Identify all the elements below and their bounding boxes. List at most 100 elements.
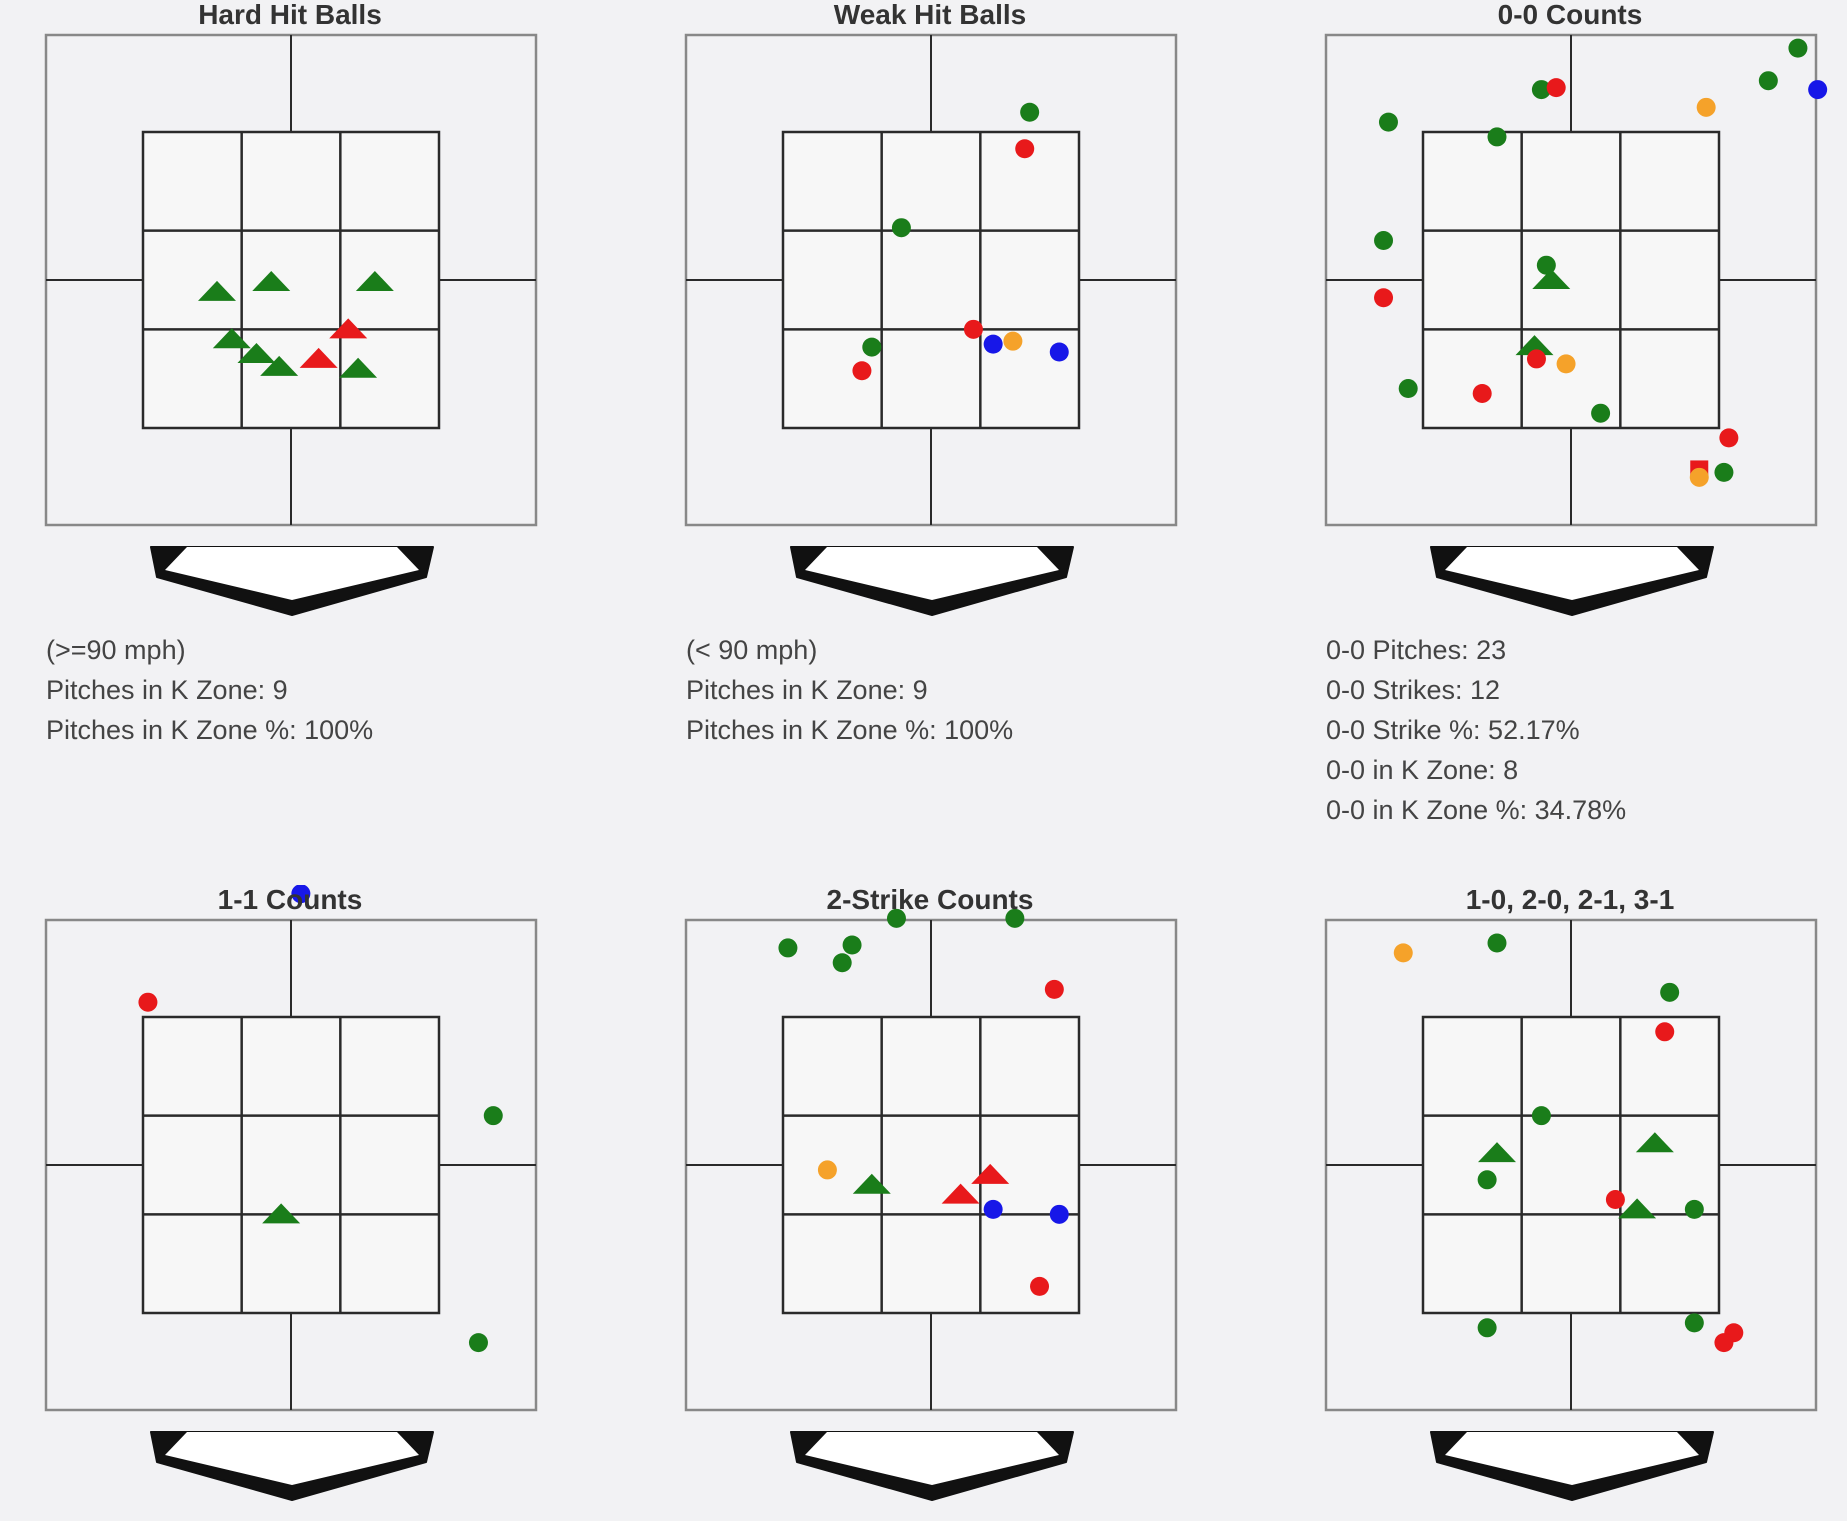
pitch-marker — [138, 992, 158, 1012]
pitch-marker — [778, 938, 798, 958]
pitch-marker — [1618, 1198, 1657, 1219]
pitch-marker — [1719, 428, 1739, 448]
chart-panel: 1-0, 2-0, 2-1, 3-1 — [1280, 885, 1847, 1521]
strike-zone — [1421, 130, 1721, 430]
pitch-marker — [1684, 1199, 1704, 1219]
pitch-marker — [1478, 1142, 1516, 1163]
pitch-marker — [212, 328, 251, 349]
pitch-marker — [862, 337, 882, 357]
pitch-marker — [299, 347, 338, 368]
home-plate-inner — [165, 547, 419, 600]
pitch-marker — [339, 357, 378, 378]
pitch-marker — [1591, 403, 1611, 423]
stat-line: (>=90 mph) — [46, 635, 186, 665]
pitch-marker — [1689, 467, 1709, 487]
strike-zone-plot — [684, 908, 1178, 1501]
pitch-marker — [1526, 349, 1546, 369]
pitch-marker — [886, 908, 906, 928]
pitch-marker — [1393, 943, 1413, 963]
pitch-marker — [983, 1199, 1003, 1219]
chart-title: 1-0, 2-0, 2-1, 3-1 — [1465, 884, 1675, 915]
pitch-marker — [1532, 269, 1571, 289]
chart-panel: Weak Hit Balls (< 90 mph) Pitches in K Zon… — [640, 0, 1220, 860]
chart-panel: 2-Strike Counts — [640, 885, 1220, 1521]
home-plate-inner — [165, 1432, 419, 1485]
stat-line: 0-0 in K Zone %: 34.78% — [1326, 795, 1627, 825]
chart-title: Hard Hit Balls — [198, 0, 382, 30]
pitch-marker — [842, 935, 862, 955]
pitch-marker — [329, 318, 368, 339]
pitch-marker — [1398, 379, 1418, 399]
pitch-marker — [983, 334, 1003, 354]
home-plate-inner — [805, 547, 1059, 600]
home-plate-inner — [1445, 547, 1699, 600]
pitch-marker — [1378, 112, 1398, 132]
strike-zone — [141, 130, 441, 430]
chart-panel: 0-0 Counts 0-0 Pitches: 23 0-0 Strikes: 12… — [1280, 0, 1847, 860]
pitch-marker — [1556, 354, 1576, 374]
pitch-marker — [1696, 97, 1716, 117]
strike-zone — [141, 1015, 441, 1315]
pitch-marker — [941, 1183, 980, 1204]
pitch-marker — [1374, 231, 1394, 251]
stat-line: 0-0 in K Zone: 8 — [1326, 755, 1519, 785]
pitch-marker — [198, 280, 236, 301]
pitch-marker — [1003, 331, 1023, 351]
strike-zone-plot — [1324, 33, 1828, 616]
pitch-marker — [1005, 908, 1025, 928]
pitch-marker — [1808, 80, 1828, 100]
pitch-marker — [1487, 933, 1507, 953]
home-plate-inner — [805, 1432, 1059, 1485]
pitch-marker — [237, 343, 276, 363]
stat-line: Pitches in K Zone %: 100% — [46, 715, 374, 745]
pitch-marker — [1472, 383, 1492, 403]
pitch-marker — [1655, 1022, 1675, 1042]
chart-title: 0-0 Counts — [1497, 0, 1643, 30]
strike-zone-plot — [684, 33, 1178, 616]
chart-title: Weak Hit Balls — [833, 0, 1027, 30]
pitch-marker — [291, 885, 311, 904]
pitch-marker — [1030, 1276, 1050, 1296]
stats-block: 0-0 Pitches: 23 0-0 Strikes: 12 0-0 Strike… — [1326, 630, 1626, 830]
stat-line: (< 90 mph) — [686, 635, 818, 665]
chart-panel: 1-1 Counts — [0, 885, 580, 1521]
pitch-marker — [1487, 127, 1507, 147]
stats-block: (>=90 mph) Pitches in K Zone: 9 Pitches in… — [46, 630, 373, 750]
pitch-marker — [262, 1203, 301, 1224]
stats-block: (< 90 mph) Pitches in K Zone: 9 Pitches in… — [686, 630, 1013, 750]
chart-title: 1-1 Counts — [217, 884, 363, 915]
pitch-marker — [1531, 80, 1551, 100]
chart-title: 2-Strike Counts — [826, 884, 1034, 915]
pitch-marker — [832, 953, 852, 973]
pitch-marker — [468, 1333, 488, 1353]
strike-zone — [781, 130, 1081, 430]
home-plate-inner — [1445, 1432, 1699, 1485]
strike-zone — [1421, 1015, 1721, 1315]
pitch-marker — [1684, 1313, 1704, 1333]
pitch-marker — [252, 270, 291, 291]
pitch-marker — [1660, 982, 1680, 1002]
pitch-marker — [260, 355, 299, 376]
stat-line: 0-0 Strikes: 12 — [1326, 675, 1501, 705]
pitch-marker — [1605, 1190, 1625, 1210]
pitch-marker — [483, 1106, 503, 1126]
pitch-marker — [963, 319, 983, 339]
pitch-marker — [1635, 1132, 1674, 1153]
pitch-marker — [1546, 78, 1566, 98]
pitch-marker — [1714, 462, 1734, 482]
pitch-marker — [1758, 71, 1778, 91]
pitch-marker — [1049, 342, 1069, 362]
pitch-marker — [852, 1173, 891, 1194]
stat-line: Pitches in K Zone: 9 — [686, 675, 928, 705]
stat-line: Pitches in K Zone %: 100% — [686, 715, 1014, 745]
pitch-marker — [1788, 38, 1808, 58]
pitch-marker — [1515, 335, 1554, 356]
pitch-marker — [1049, 1204, 1069, 1224]
pitch-marker — [1536, 255, 1556, 275]
stat-line: 0-0 Strike %: 52.17% — [1326, 715, 1580, 745]
strike-zone-plot — [44, 33, 538, 616]
stat-line: Pitches in K Zone: 9 — [46, 675, 288, 705]
pitch-marker — [817, 1160, 837, 1180]
strike-zone-plot — [44, 885, 538, 1501]
